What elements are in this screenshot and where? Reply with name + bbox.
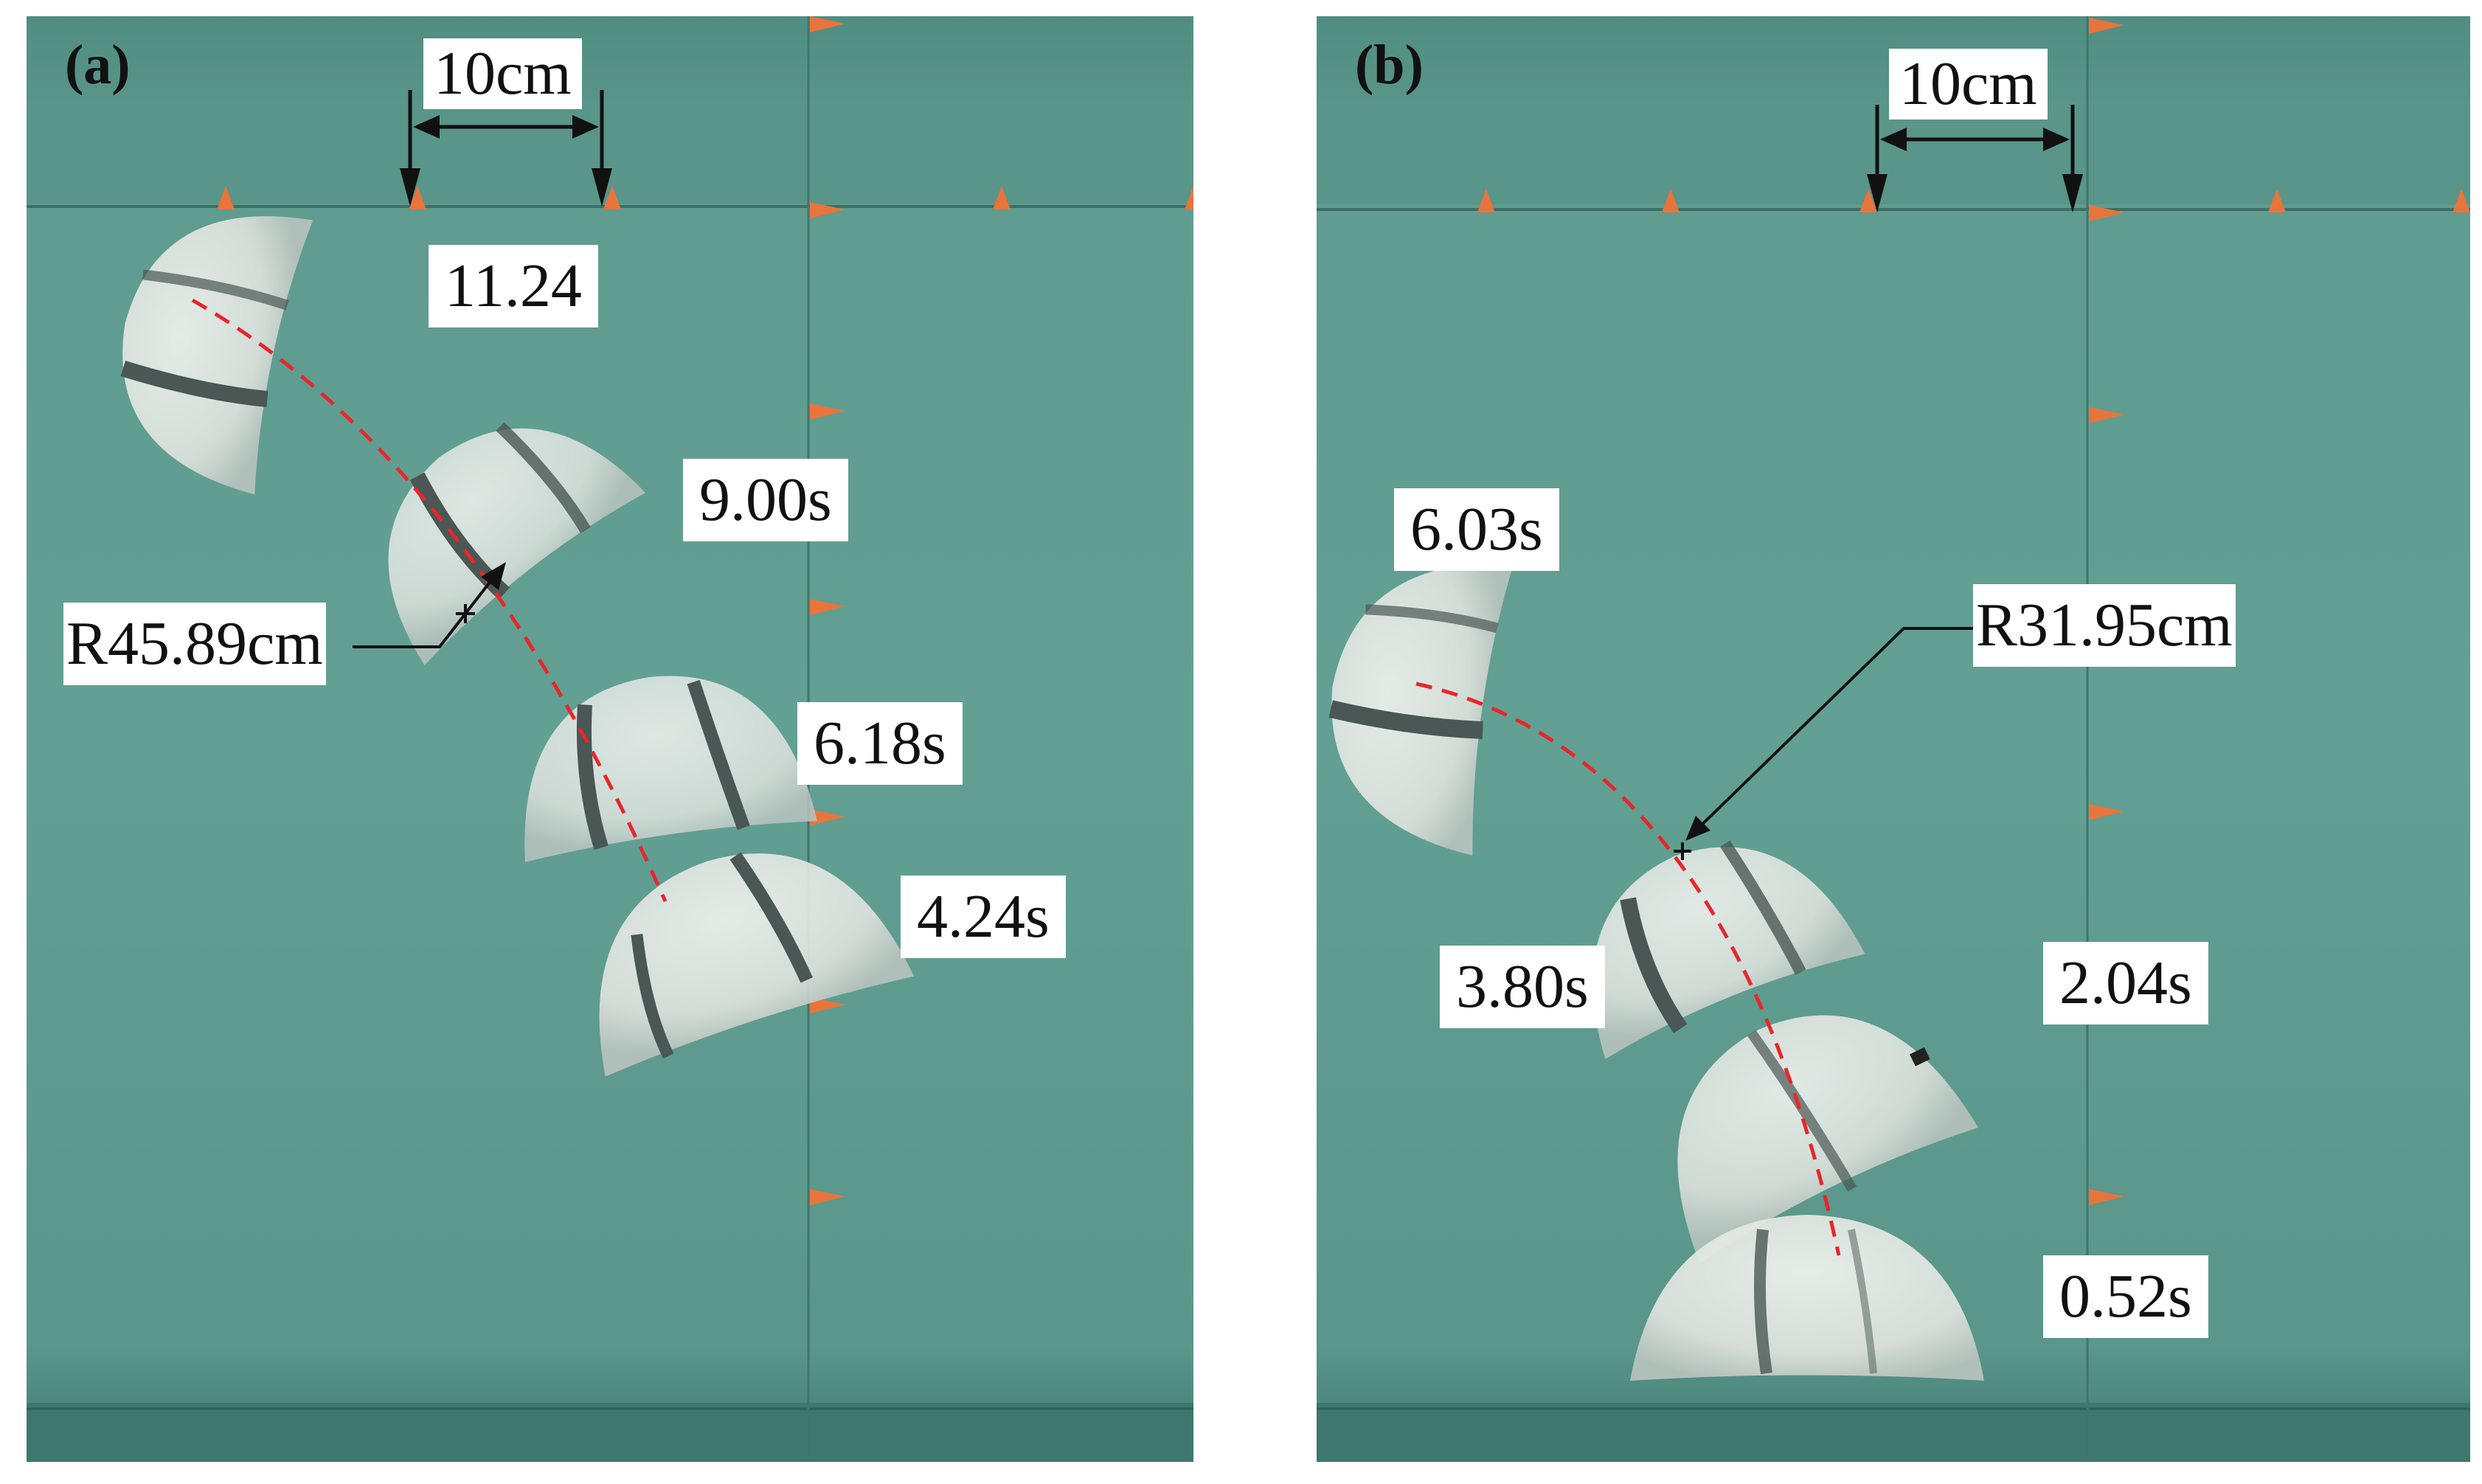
robot-bell-a-4 <box>599 852 915 1077</box>
time-label-a-1: 11.24 <box>429 245 598 327</box>
scale-label-b: 10cm <box>1889 49 2048 119</box>
radius-leader-a <box>353 569 500 648</box>
time-label-a-3: 6.18s <box>797 702 963 785</box>
panel-label-a: (a) <box>65 34 131 96</box>
robot-bell-b-4 <box>1630 1215 1984 1381</box>
robot-bell-a-1 <box>120 216 313 495</box>
time-label-a-2: 9.00s <box>683 459 848 541</box>
tank-photo-b <box>1317 16 2470 1462</box>
trajectory-arc-b <box>1415 682 1841 1256</box>
radius-label-a: R45.89cm <box>63 603 326 685</box>
arc-center-marker-b <box>1674 842 1691 860</box>
time-label-a-4: 4.24s <box>901 876 1066 958</box>
time-label-b-3: 2.04s <box>2043 942 2208 1024</box>
robot-bell-b-3 <box>1677 1015 1978 1263</box>
radius-leader-b <box>1691 627 1973 835</box>
time-label-b-1: 6.03s <box>1394 488 1559 571</box>
robot-bell-b-1 <box>1328 563 1514 856</box>
tank-photo-a <box>27 16 1193 1462</box>
robot-bell-b-2 <box>1592 840 1865 1059</box>
radius-label-b: R31.95cm <box>1973 584 2236 667</box>
scale-dimension-b <box>1867 105 2083 212</box>
robot-bell-a-3 <box>524 676 817 862</box>
scale-markers-a <box>217 16 1193 1205</box>
trajectory-arc-a <box>191 298 668 903</box>
panel-label-b: (b) <box>1355 34 1424 96</box>
scale-markers-b <box>1477 18 2470 1205</box>
scale-label-a: 10cm <box>423 38 582 109</box>
time-label-b-4: 0.52s <box>2043 1255 2208 1338</box>
panel-b: (b) 10cm 6.03s 3.80s 2.04s 0.52s R31.95c… <box>1317 16 2470 1462</box>
scale-dimension-a <box>400 90 612 207</box>
time-label-b-2: 3.80s <box>1440 946 1605 1028</box>
panel-a: (a) 10cm 11.24 9.00s 6.18s 4.24s R45.89c… <box>27 16 1193 1462</box>
